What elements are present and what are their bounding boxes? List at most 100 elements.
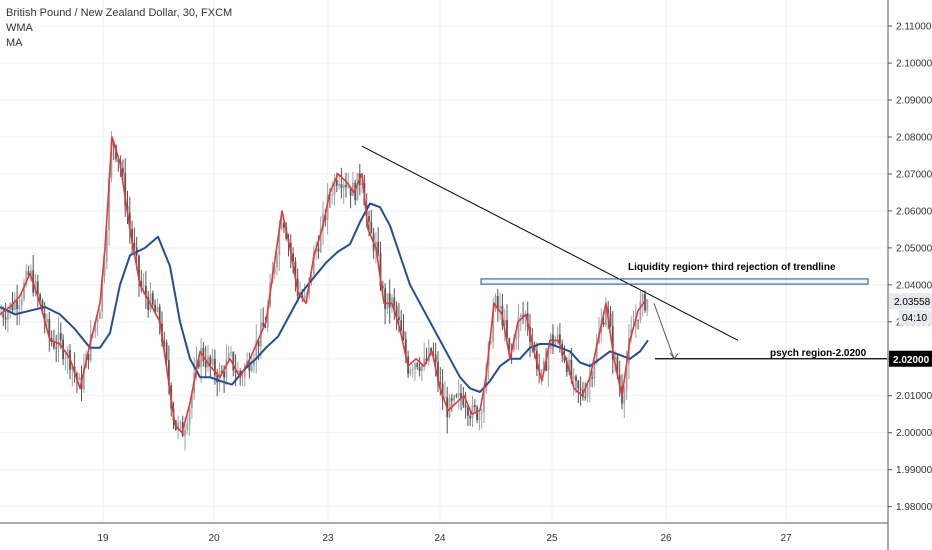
- candle-bull: [572, 376, 575, 380]
- drawings: Liquidity region+ third rejection of tre…: [361, 145, 887, 360]
- candle-bear: [464, 405, 467, 408]
- candle-bear: [418, 367, 421, 372]
- indicator-lines: [0, 136, 649, 434]
- candle-bear: [223, 371, 225, 378]
- candle-bull: [142, 285, 145, 287]
- ma-legend-item[interactable]: MA: [6, 37, 23, 49]
- candle-bear: [2, 313, 5, 318]
- candle-bear: [437, 362, 439, 383]
- candle-bull: [23, 283, 25, 300]
- candle-bear: [439, 382, 442, 384]
- candle-bull: [623, 390, 626, 404]
- candle-bull: [494, 296, 497, 309]
- candle-bear: [50, 337, 53, 342]
- candle-bull: [13, 300, 16, 311]
- candle-bull: [30, 270, 32, 276]
- price-tick-label: 2.06000: [896, 206, 932, 217]
- candle-bear: [16, 300, 18, 310]
- candle-bull: [492, 308, 495, 342]
- candle-bull: [105, 230, 108, 263]
- candle-bull: [64, 358, 67, 360]
- price-tick-label: 1.98000: [896, 502, 932, 513]
- current-price-box: [889, 293, 932, 310]
- candle-bull: [556, 334, 559, 341]
- candle-bull: [211, 358, 214, 365]
- candle-bull: [391, 297, 393, 308]
- candle-bull: [352, 182, 354, 196]
- candle-bear: [340, 184, 343, 189]
- candle-bull: [641, 293, 644, 302]
- candle-bull: [230, 351, 232, 354]
- candle-bull: [18, 304, 21, 310]
- candle-bull: [625, 364, 628, 391]
- candle-bull: [200, 348, 202, 367]
- chart-legend: British Pound / New Zealand Dollar, 30, …: [6, 6, 232, 51]
- candle-bear: [602, 322, 605, 325]
- candle-bear: [124, 173, 127, 206]
- candle-bull: [326, 194, 329, 221]
- candle-bear: [76, 373, 78, 380]
- candle-bull: [356, 173, 359, 201]
- candle-bear: [131, 228, 133, 243]
- price-tick-label: 1.99000: [896, 465, 932, 476]
- candle-bear: [202, 348, 205, 362]
- candle-bull: [361, 183, 363, 186]
- grid: [0, 0, 887, 523]
- candle-bear: [147, 296, 150, 310]
- candle-bull: [614, 356, 616, 360]
- candle-bear: [138, 255, 140, 281]
- candle-bear: [117, 159, 120, 162]
- psych-price-label: 2.02000: [893, 355, 930, 366]
- candle-bear: [122, 168, 124, 174]
- candle-bear: [545, 361, 547, 371]
- candle-bull: [478, 413, 481, 421]
- candle-bull: [310, 275, 313, 279]
- candle-bear: [55, 347, 58, 349]
- candle-bear: [460, 392, 462, 400]
- candle-bear: [220, 371, 223, 373]
- wma-line: [0, 136, 647, 434]
- candle-bear: [4, 317, 7, 320]
- candle-bull: [110, 141, 113, 178]
- candle-bull: [186, 423, 189, 430]
- candle-bear: [368, 215, 370, 222]
- candle-bear: [476, 407, 478, 421]
- time-tick-label: 20: [208, 533, 220, 544]
- candle-bull: [490, 341, 492, 343]
- candle-bull: [423, 358, 426, 364]
- candle-bear: [349, 186, 352, 196]
- candle-bear: [388, 293, 391, 308]
- liquidity-zone: [480, 278, 869, 285]
- trendline: [361, 145, 739, 341]
- candle-bear: [404, 338, 407, 357]
- candle-bull: [634, 319, 637, 328]
- candle-bull: [7, 310, 9, 320]
- candle-bull: [409, 369, 412, 374]
- candle-bull: [333, 180, 336, 195]
- price-tick-label: 2.05000: [896, 243, 932, 254]
- current-price-label: 2.03558: [894, 297, 931, 308]
- candle-bear: [158, 306, 161, 324]
- candle-bear: [294, 261, 297, 279]
- candle-bear: [398, 316, 400, 321]
- wma-legend-item[interactable]: WMA: [6, 22, 33, 34]
- candle-bull: [25, 271, 28, 284]
- candles: [0, 131, 649, 451]
- candle-bull: [188, 408, 191, 424]
- candle-bear: [496, 296, 499, 309]
- candle-bear: [416, 363, 419, 368]
- candle-bear: [59, 333, 62, 340]
- psych-price-box: [889, 350, 932, 367]
- candle-bear: [370, 221, 373, 234]
- candle-bull: [319, 229, 322, 252]
- candle-bear: [87, 353, 90, 361]
- candle-bull: [108, 177, 110, 231]
- candle-bull: [156, 306, 159, 313]
- candle-bear: [506, 319, 508, 339]
- candle-bull: [303, 295, 306, 299]
- candle-bear: [232, 351, 235, 371]
- candle-bear: [402, 330, 405, 339]
- candle-bull: [179, 422, 182, 424]
